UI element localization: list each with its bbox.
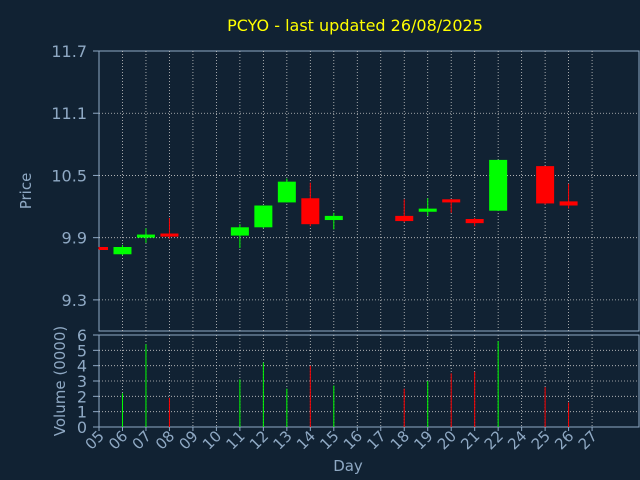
candle-body [136, 234, 155, 238]
volume-bars [121, 341, 570, 427]
price-y-tick-label: 9.9 [62, 229, 87, 248]
candle-body [160, 233, 179, 237]
volume-y-tick-label: 6 [77, 326, 87, 345]
candle-body [465, 219, 484, 224]
price-y-ticks: 9.3 9.9 10.5 11.1 11.7 [51, 42, 99, 310]
volume-axis-label: Volume (0000) [51, 326, 69, 436]
price-y-tick-label: 10.5 [51, 166, 87, 185]
candle-body [99, 247, 108, 250]
candle-body [559, 201, 578, 206]
candle-body [442, 199, 461, 203]
candle-body [324, 215, 343, 221]
x-axis-label: Day [333, 457, 363, 475]
price-panel: 9.3 9.9 10.5 11.1 11.7 [51, 42, 640, 332]
candle-body [230, 227, 249, 236]
price-y-tick-label: 11.7 [51, 42, 87, 61]
candles [98, 159, 578, 256]
volume-y-tick-label: 2 [77, 387, 87, 406]
price-panel-frame [98, 50, 640, 332]
volume-y-tick-label: 0 [77, 418, 87, 437]
volume-y-tick-label: 4 [77, 357, 87, 376]
volume-y-tick-label: 3 [77, 372, 87, 391]
volume-y-tick-label: 1 [77, 403, 87, 422]
candle-body [254, 205, 273, 228]
price-axis-label: Price [17, 173, 35, 210]
candle-body [301, 198, 320, 225]
candle-body [277, 181, 296, 203]
candle-body [489, 159, 508, 211]
candle-body [418, 208, 437, 212]
volume-grid [99, 335, 639, 427]
volume-y-tick-label: 5 [77, 341, 87, 360]
candle-body [113, 247, 132, 255]
candle-body [536, 166, 555, 204]
price-y-tick-label: 11.1 [51, 104, 87, 123]
candle-body [395, 215, 414, 222]
chart-title: PCYO - last updated 26/08/2025 [227, 16, 483, 35]
price-y-tick-label: 9.3 [62, 291, 87, 310]
